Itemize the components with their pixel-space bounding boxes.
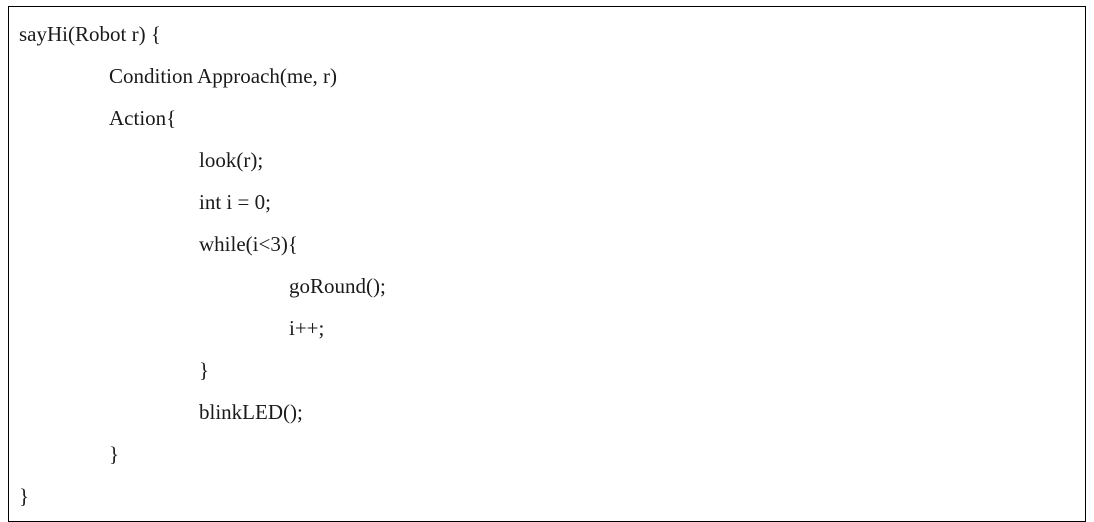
code-listing: sayHi(Robot r) { Condition Approach(me, … [8, 6, 1086, 522]
code-line: look(r); [19, 139, 1075, 181]
code-line: int i = 0; [19, 181, 1075, 223]
code-line: sayHi(Robot r) { [19, 13, 1075, 55]
code-line: } [19, 349, 1075, 391]
page-container: sayHi(Robot r) { Condition Approach(me, … [0, 0, 1094, 512]
code-line: Action{ [19, 97, 1075, 139]
code-line: goRound(); [19, 265, 1075, 307]
code-line: Condition Approach(me, r) [19, 55, 1075, 97]
code-line: blinkLED(); [19, 391, 1075, 433]
code-line: while(i<3){ [19, 223, 1075, 265]
code-line: } [19, 433, 1075, 475]
code-line: i++; [19, 307, 1075, 349]
code-line: } [19, 475, 1075, 517]
